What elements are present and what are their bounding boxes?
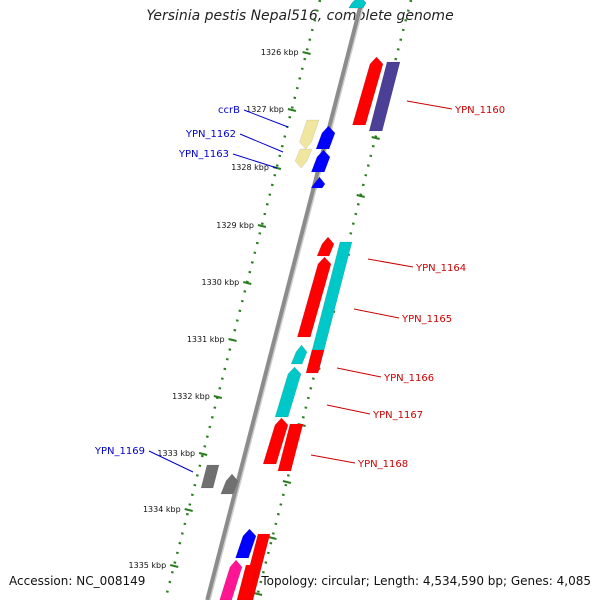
tick-mark [371, 136, 380, 140]
label-leader [243, 109, 289, 128]
tick-label: 1329 kbp [216, 221, 254, 230]
tick-mark [184, 508, 193, 512]
gene-label-ypn_1168: YPN_1168 [357, 459, 408, 470]
gene-label-ypn_1167: YPN_1167 [372, 410, 423, 421]
gene-feature-cyan-bottom [348, 0, 367, 9]
gene-label-ccrb: ccrB [218, 105, 240, 116]
gene-label-ypn_1162: YPN_1162 [185, 129, 236, 140]
label-leader [310, 454, 356, 464]
tick-label: 1331 kbp [187, 335, 225, 344]
tick-mark [198, 452, 208, 456]
tick-mark [243, 281, 252, 285]
gene-feature-blue-1163 [310, 149, 331, 173]
gene-feature-yellow-ccrB [299, 119, 320, 150]
gene-label-ypn_1165: YPN_1165 [401, 314, 452, 325]
gene-feature-gray-1168 [200, 464, 220, 489]
gene-feature-blue-1162 [315, 125, 336, 150]
label-leader [232, 153, 278, 169]
accession-label: Accession: NC_008149 [9, 574, 146, 588]
tick-label: 1330 kbp [202, 278, 240, 287]
map-title: Yersinia pestis Nepal516, complete genom… [146, 8, 454, 24]
tick-label: 1332 kbp [172, 392, 210, 401]
tick-mark [356, 194, 365, 198]
tick-mark [287, 108, 297, 112]
label-leader [326, 404, 371, 415]
tick-mark [253, 592, 263, 596]
label-leader [353, 308, 400, 319]
label-leader [367, 258, 414, 268]
label-leader [239, 133, 284, 153]
gene-label-ypn_1169: YPN_1169 [94, 446, 145, 457]
tick-label: 1327 kbp [246, 105, 284, 114]
tick-mark [228, 338, 237, 342]
gene-feature-red-1166 [305, 349, 325, 374]
gene-feature-cyan-1165 [290, 344, 308, 365]
tick-mark [257, 224, 267, 228]
gene-feature-cyan-1166 [274, 366, 302, 418]
tick-mark [213, 395, 223, 399]
gene-feature-gray-1169 [220, 473, 239, 495]
tick-label: 1328 kbp [231, 163, 269, 172]
gene-feature-pink-bottom [219, 559, 243, 600]
gene-feature-red-1165 [297, 256, 332, 338]
gene-feature-blue-small [310, 176, 326, 189]
tick-mark [169, 564, 179, 568]
tick-label: 1333 kbp [157, 449, 195, 458]
tick-mark [282, 480, 292, 484]
tick-label: 1335 kbp [129, 561, 167, 570]
tick-mark [268, 536, 277, 540]
tick-label: 1326 kbp [261, 48, 299, 57]
gene-feature-red-1164 [316, 236, 335, 257]
gene-feature-cyan-1164 [306, 241, 353, 372]
label-leader [406, 100, 453, 110]
gene-feature-blue-1169 [235, 528, 257, 559]
gene-label-ypn_1166: YPN_1166 [383, 373, 434, 384]
gene-feature-red-bottom-2 [236, 564, 259, 600]
tick-mark [302, 51, 311, 55]
backbone [205, 0, 364, 600]
gene-feature-yellow-lower [294, 148, 313, 169]
gene-label-ypn_1164: YPN_1164 [415, 263, 466, 274]
gene-feature-red-1168 [277, 423, 304, 472]
gene-feature-red-1160 [352, 56, 384, 126]
gene-label-ypn_1160: YPN_1160 [454, 105, 505, 116]
gene-feature-red-1167 [262, 417, 289, 465]
tick-label: 1334 kbp [143, 505, 181, 514]
label-leader [336, 367, 382, 378]
gene-label-ypn_1163: YPN_1163 [178, 149, 229, 160]
topology-label: Topology: circular; Length: 4,534,590 bp… [261, 574, 591, 588]
label-leader [148, 450, 194, 473]
gene-feature-purple-1160 [368, 61, 401, 132]
